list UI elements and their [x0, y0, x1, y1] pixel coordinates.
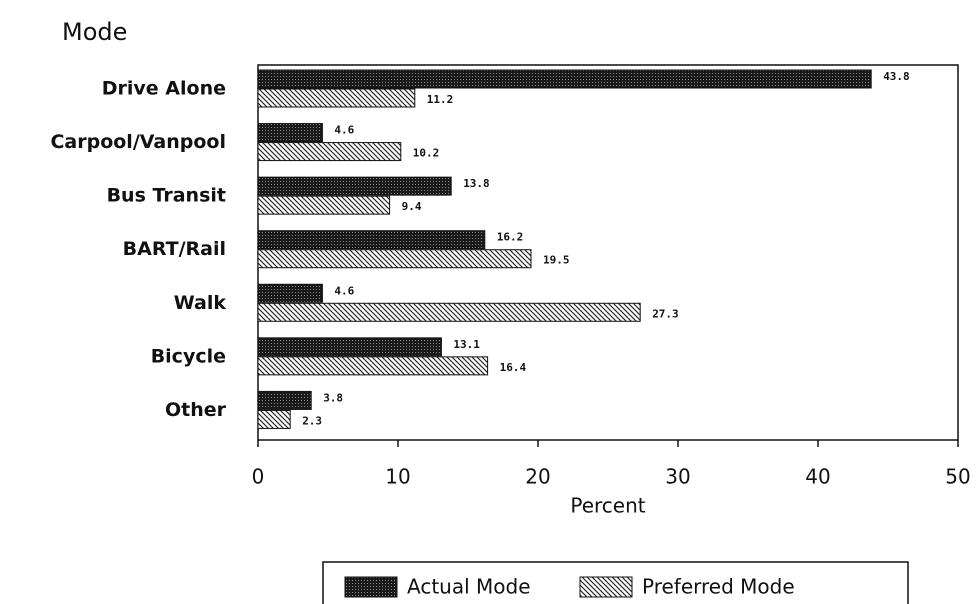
x-tick-label: 0 — [252, 465, 265, 489]
bar — [257, 69, 872, 89]
value-label: 16.2 — [497, 231, 524, 244]
bar — [257, 88, 416, 108]
value-label: 13.8 — [463, 177, 490, 190]
bar — [257, 409, 291, 429]
value-label: 10.2 — [413, 147, 440, 160]
bar — [257, 302, 641, 322]
value-label: 4.6 — [334, 284, 354, 297]
x-axis-label: Percent — [570, 494, 645, 518]
legend-swatch — [579, 576, 633, 598]
value-label: 27.3 — [652, 307, 679, 320]
y-tick-label: Other — [165, 399, 227, 421]
bar — [257, 337, 442, 357]
y-axis-label: Mode — [62, 18, 127, 46]
x-tick-label: 30 — [665, 465, 690, 489]
bar — [257, 195, 391, 215]
x-tick-label: 40 — [805, 465, 830, 489]
legend-label: Preferred Mode — [642, 575, 795, 599]
legend-swatch — [344, 576, 398, 598]
legend-box — [322, 561, 909, 604]
y-tick-label: Carpool/Vanpool — [50, 131, 226, 153]
y-tick-label: Bus Transit — [107, 185, 226, 207]
x-tick-label: 10 — [385, 465, 410, 489]
y-tick-label: Bicycle — [151, 345, 226, 367]
x-tick-label: 20 — [525, 465, 550, 489]
y-tick-label: Walk — [174, 292, 227, 314]
legend-label: Actual Mode — [407, 575, 531, 599]
bar — [257, 283, 323, 303]
x-tick-label: 50 — [945, 465, 970, 489]
value-label: 4.6 — [334, 124, 354, 137]
value-label: 13.1 — [453, 338, 480, 351]
bar — [257, 390, 312, 410]
value-label: 16.4 — [500, 361, 527, 374]
bar — [257, 249, 532, 269]
bar — [257, 142, 402, 162]
y-tick-label: Drive Alone — [102, 78, 226, 100]
value-label: 2.3 — [302, 414, 322, 427]
value-label: 19.5 — [543, 254, 570, 267]
bar — [257, 176, 452, 196]
bar — [257, 123, 323, 143]
y-tick-label: BART/Rail — [123, 238, 226, 260]
value-label: 11.2 — [427, 93, 454, 106]
bar — [257, 356, 489, 376]
value-label: 43.8 — [883, 70, 910, 83]
bar — [257, 230, 486, 250]
value-label: 3.8 — [323, 391, 343, 404]
value-label: 9.4 — [402, 200, 422, 213]
